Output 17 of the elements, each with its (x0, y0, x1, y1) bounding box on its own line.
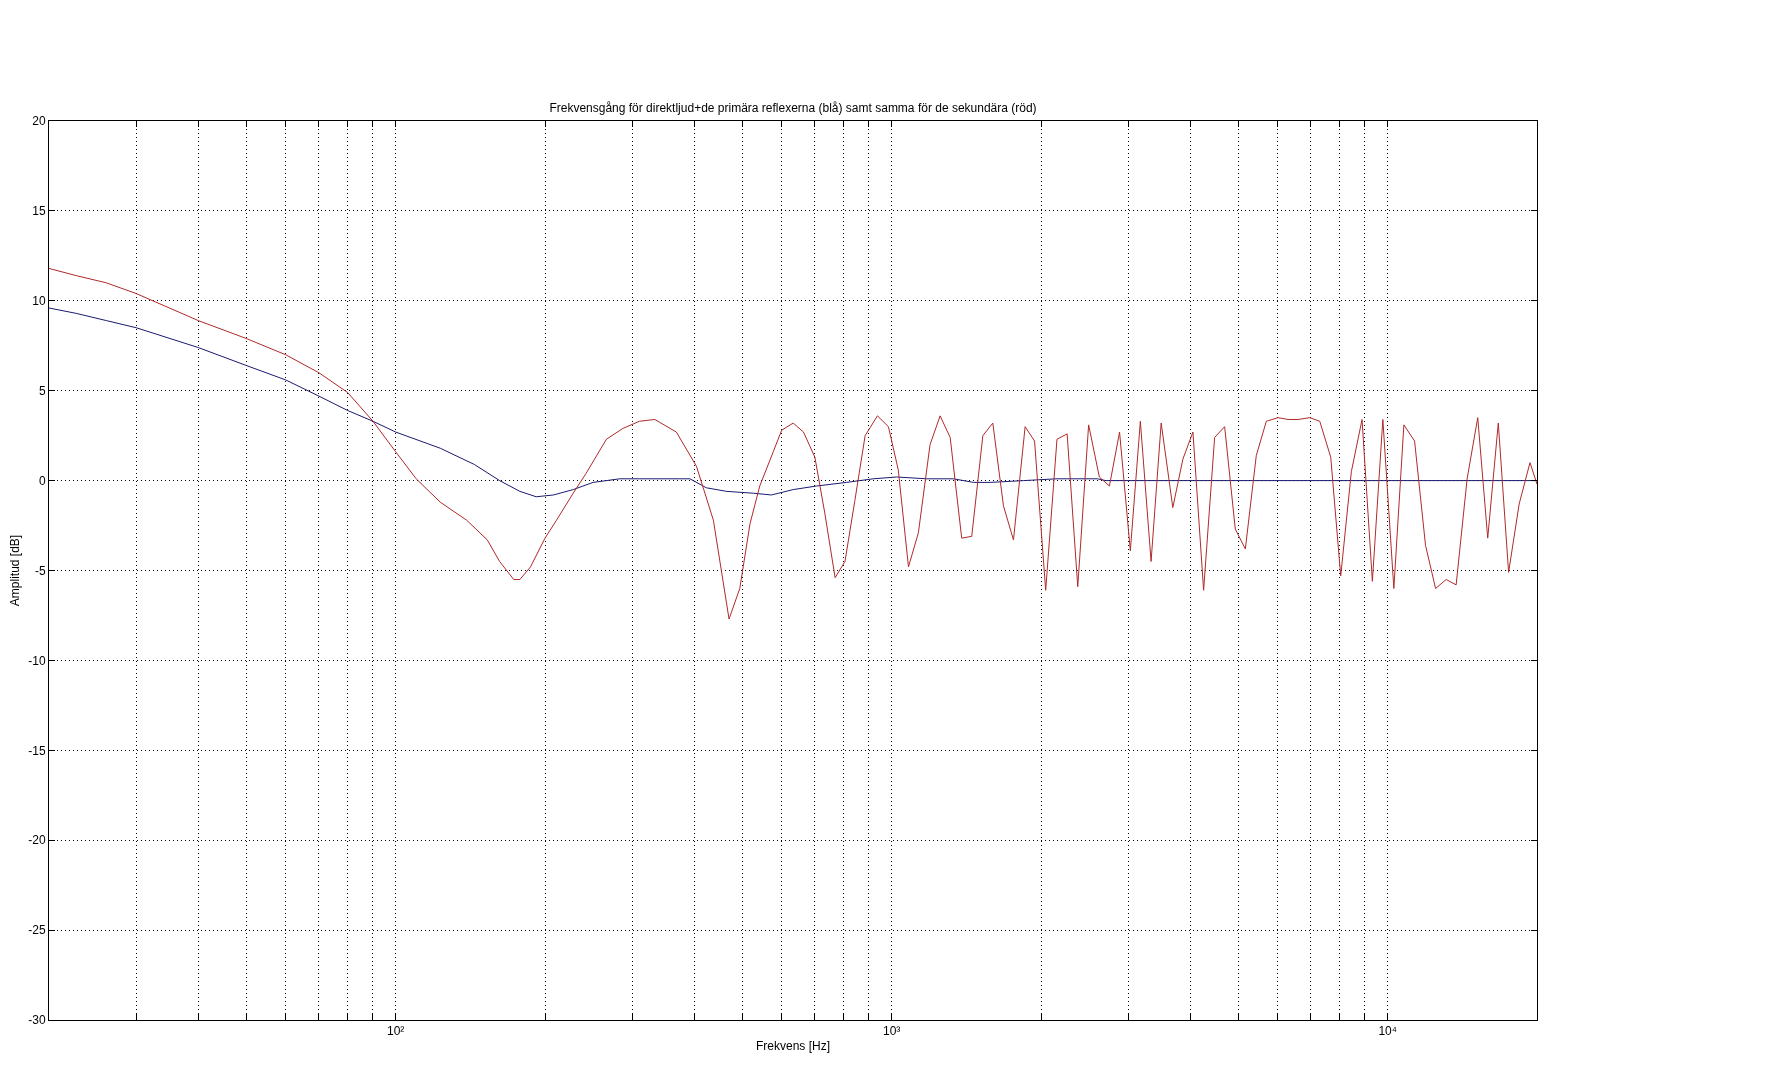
x-axis-title: Frekvens [Hz] (755, 1039, 831, 1054)
y-tick-label: 5 (38, 383, 46, 398)
x-tick-label: 10² (387, 1024, 405, 1039)
y-tick-label: -25 (28, 923, 46, 938)
x-tick-label: 10³ (883, 1024, 901, 1039)
y-tick-label: 10 (32, 294, 46, 308)
y-axis-title: Amplitud [dB] (7, 534, 22, 607)
y-tick-label: 15 (32, 204, 46, 219)
chart-title: Frekvensgång för direktljud+de primära reflexerna (blå) samt samma för de sekundära (röd) (549, 101, 1037, 116)
y-tick-label: -15 (28, 743, 46, 758)
x-tick-label: 10⁴ (1378, 1024, 1397, 1039)
y-tick-label: 0 (38, 473, 46, 488)
y-tick-label: -5 (34, 563, 46, 578)
y-tick-label: -20 (28, 833, 46, 848)
y-tick-label: 20 (32, 114, 46, 129)
y-tick-label: -30 (28, 1013, 46, 1028)
y-tick-label: -10 (28, 653, 46, 668)
